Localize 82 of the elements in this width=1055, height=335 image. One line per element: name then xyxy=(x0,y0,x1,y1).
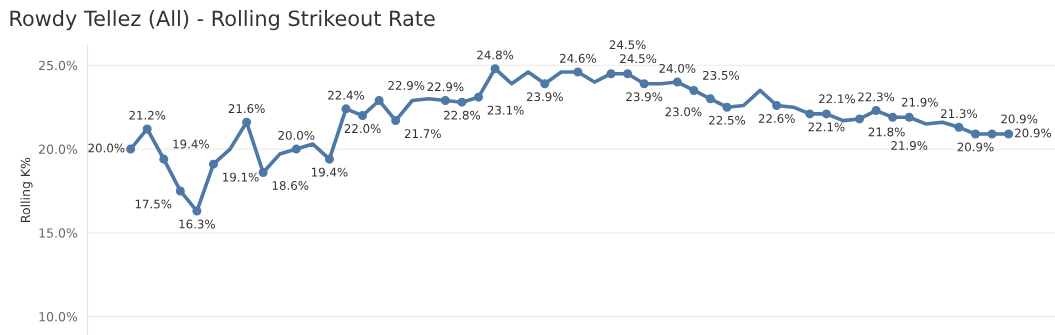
point xyxy=(573,67,583,77)
point xyxy=(192,206,202,216)
point xyxy=(391,116,401,126)
data-label: 21.9% xyxy=(891,141,928,150)
point xyxy=(606,69,616,79)
data-label: 23.5% xyxy=(703,70,740,80)
point xyxy=(639,79,649,89)
y-tick-label: 15.0% xyxy=(39,228,78,238)
point xyxy=(855,114,865,124)
point xyxy=(457,97,467,107)
point xyxy=(159,154,169,164)
point xyxy=(175,186,185,196)
data-label: 22.5% xyxy=(709,115,746,125)
data-label: 20.0% xyxy=(278,130,315,140)
point xyxy=(1004,129,1014,139)
point xyxy=(987,129,997,139)
data-label: 23.1% xyxy=(487,105,524,115)
point xyxy=(142,124,152,134)
data-label: 17.5% xyxy=(135,199,172,209)
point xyxy=(672,77,682,87)
point xyxy=(904,112,914,122)
data-label: 24.8% xyxy=(477,50,514,60)
point xyxy=(374,95,384,106)
data-label: 21.2% xyxy=(129,110,166,120)
point xyxy=(341,104,351,114)
data-label: 21.9% xyxy=(901,97,938,107)
data-label: 20.9% xyxy=(1001,114,1038,124)
point xyxy=(888,112,898,122)
data-label: 20.9% xyxy=(957,142,994,152)
data-label: 19.4% xyxy=(311,167,348,177)
point xyxy=(772,101,782,111)
data-label: 18.6% xyxy=(272,181,309,190)
point xyxy=(970,129,980,139)
point xyxy=(705,94,715,104)
chart-title: Rowdy Tellez (All) - Rolling Strikeout Rate xyxy=(10,10,435,31)
data-label: 22.8% xyxy=(444,110,481,120)
y-tick-label: 10.0% xyxy=(39,312,78,322)
data-label: 22.1% xyxy=(819,94,856,104)
point xyxy=(258,168,268,178)
data-label: 20.0% xyxy=(88,143,125,153)
data-label: 21.7% xyxy=(404,129,441,139)
point xyxy=(440,95,450,106)
point xyxy=(805,109,815,119)
point xyxy=(540,79,550,89)
point xyxy=(126,144,136,154)
data-label: 24.5% xyxy=(620,54,657,64)
data-label: 21.6% xyxy=(228,104,265,114)
data-label: 23.9% xyxy=(626,92,663,102)
data-label: 22.6% xyxy=(758,114,795,123)
data-label: 19.1% xyxy=(223,172,259,182)
data-label: 23.9% xyxy=(526,92,563,102)
point xyxy=(208,159,218,169)
point xyxy=(821,109,831,119)
point xyxy=(689,85,699,95)
point xyxy=(871,106,881,116)
data-label: 21.8% xyxy=(868,127,905,137)
point xyxy=(490,64,500,74)
point xyxy=(954,122,964,132)
point xyxy=(358,111,368,121)
data-label: 22.1% xyxy=(808,122,845,132)
data-label: 22.3% xyxy=(858,92,895,102)
data-label: 21.3% xyxy=(941,109,978,119)
data-label: 24.6% xyxy=(560,53,597,63)
y-axis-title: Rolling K% xyxy=(20,157,33,222)
point xyxy=(474,92,484,102)
point xyxy=(623,69,633,79)
data-label: 24.0% xyxy=(659,63,696,73)
point xyxy=(722,102,732,112)
data-label: 19.4% xyxy=(173,139,209,149)
point xyxy=(291,144,301,154)
y-tick-label: 25.0% xyxy=(39,60,78,71)
data-label: 16.3% xyxy=(179,219,215,229)
data-label: 22.4% xyxy=(328,90,365,100)
data-label: 22.9% xyxy=(427,82,464,92)
point xyxy=(324,154,334,164)
y-tick-label: 20.0% xyxy=(39,144,78,154)
data-label: 23.0% xyxy=(665,107,702,117)
data-label: 20.9% xyxy=(1015,128,1052,138)
data-label: 24.5% xyxy=(609,40,646,50)
data-label: 22.9% xyxy=(388,80,425,90)
data-label: 22.0% xyxy=(344,124,381,134)
point xyxy=(242,117,252,127)
